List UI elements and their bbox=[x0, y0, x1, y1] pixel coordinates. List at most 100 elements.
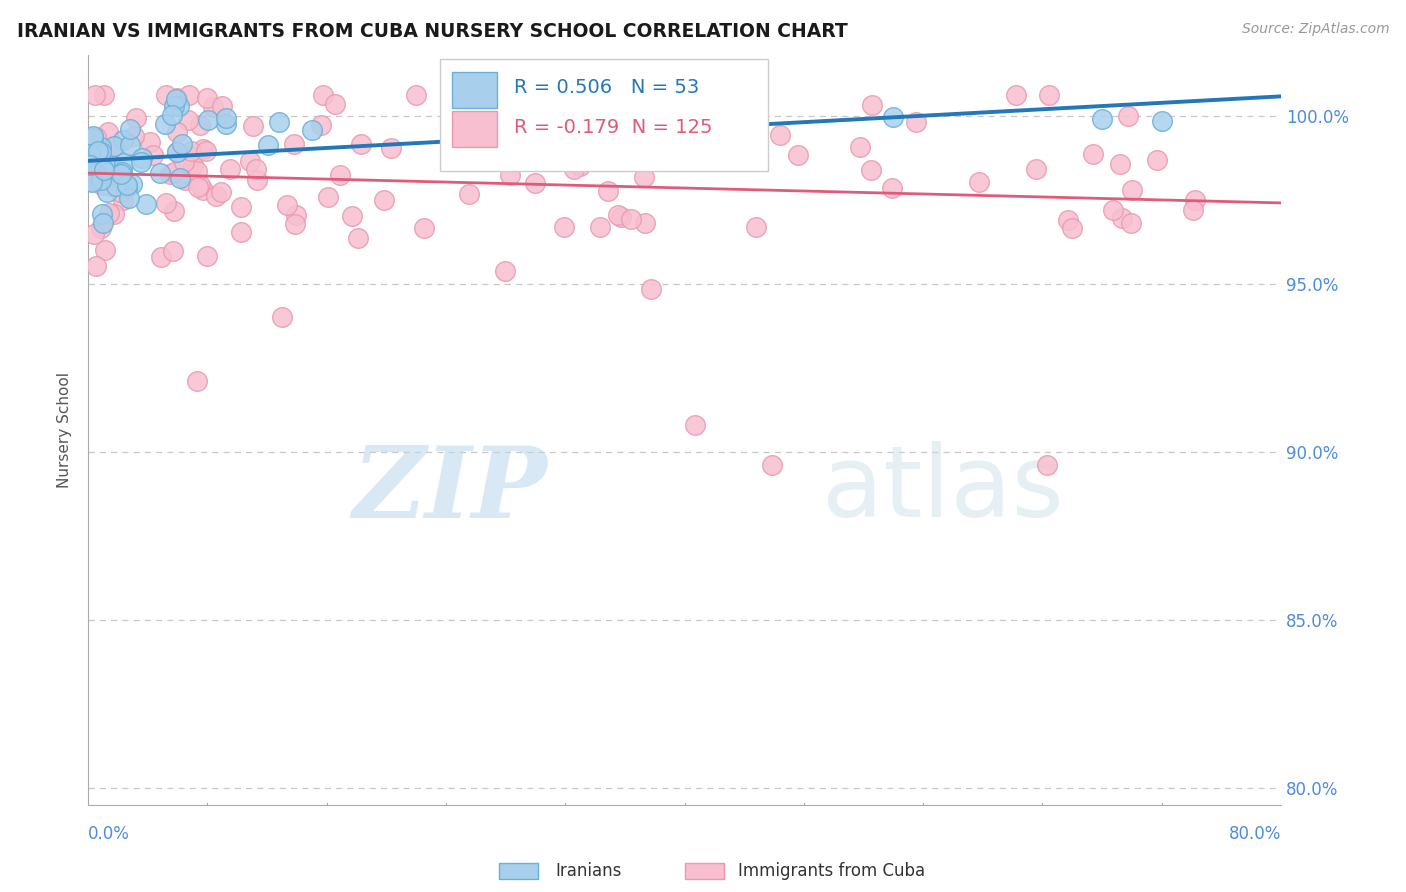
Point bbox=[94, 243, 117, 257]
Text: Source: ZipAtlas.com: Source: ZipAtlas.com bbox=[1241, 22, 1389, 37]
Point bbox=[562, 161, 585, 176]
Point bbox=[79, 157, 101, 171]
Point bbox=[967, 176, 990, 190]
Point bbox=[229, 200, 252, 214]
Point bbox=[201, 100, 224, 114]
Point bbox=[110, 167, 132, 181]
Point bbox=[135, 196, 157, 211]
FancyBboxPatch shape bbox=[451, 71, 498, 108]
Point bbox=[108, 186, 131, 200]
Text: R = 0.506   N = 53: R = 0.506 N = 53 bbox=[515, 78, 699, 97]
Point bbox=[166, 145, 188, 160]
Point bbox=[1005, 88, 1028, 103]
Text: 80.0%: 80.0% bbox=[1229, 825, 1281, 843]
Point bbox=[458, 187, 481, 202]
Point bbox=[413, 220, 436, 235]
Point bbox=[125, 112, 148, 126]
Point bbox=[619, 104, 641, 119]
Point bbox=[83, 227, 105, 242]
Point bbox=[246, 173, 269, 187]
Point bbox=[239, 153, 262, 168]
Point bbox=[181, 158, 204, 172]
Point bbox=[195, 144, 218, 158]
Point bbox=[91, 207, 114, 221]
Point bbox=[103, 138, 125, 153]
Point bbox=[219, 162, 242, 177]
Point bbox=[82, 137, 104, 152]
Point bbox=[301, 122, 323, 136]
Point bbox=[761, 458, 783, 473]
Point bbox=[162, 165, 184, 179]
Point bbox=[568, 160, 591, 174]
Point bbox=[100, 139, 122, 153]
Point bbox=[82, 131, 104, 145]
Point bbox=[166, 145, 188, 160]
Point bbox=[270, 310, 292, 325]
Point bbox=[1121, 183, 1143, 197]
Point bbox=[586, 141, 609, 155]
Point bbox=[267, 115, 290, 129]
Point bbox=[90, 140, 112, 154]
Point bbox=[316, 190, 339, 204]
Point bbox=[634, 216, 657, 230]
Point bbox=[131, 152, 153, 166]
Point bbox=[285, 208, 308, 222]
Point bbox=[1036, 458, 1059, 473]
Point bbox=[104, 179, 127, 194]
Point bbox=[112, 155, 135, 169]
Point bbox=[90, 145, 112, 159]
Point bbox=[176, 112, 198, 127]
Point bbox=[188, 118, 211, 132]
Point bbox=[87, 144, 110, 158]
Point bbox=[191, 183, 214, 197]
Point bbox=[84, 168, 107, 182]
Point bbox=[195, 91, 218, 105]
Point bbox=[211, 98, 233, 112]
Point bbox=[162, 108, 184, 122]
Point bbox=[93, 163, 115, 178]
Point bbox=[283, 136, 305, 151]
Point bbox=[284, 218, 307, 232]
Point bbox=[122, 129, 145, 144]
Point bbox=[193, 142, 215, 156]
Point bbox=[859, 163, 882, 178]
Point bbox=[607, 208, 630, 222]
Text: 0.0%: 0.0% bbox=[89, 825, 129, 843]
Text: atlas: atlas bbox=[821, 442, 1063, 539]
Point bbox=[523, 176, 546, 190]
Point bbox=[80, 164, 103, 178]
Point bbox=[174, 173, 197, 187]
Point bbox=[101, 162, 124, 177]
Point bbox=[1081, 147, 1104, 161]
Point bbox=[163, 204, 186, 219]
Point bbox=[257, 138, 280, 153]
Point bbox=[494, 263, 516, 277]
Point bbox=[1182, 202, 1205, 217]
Point bbox=[186, 374, 208, 388]
Point bbox=[637, 98, 659, 112]
Point bbox=[180, 150, 202, 164]
Point bbox=[149, 250, 172, 264]
Point bbox=[1060, 220, 1083, 235]
Point bbox=[112, 133, 135, 147]
Point bbox=[197, 113, 219, 128]
Point bbox=[115, 180, 138, 194]
Point bbox=[787, 148, 810, 162]
Point bbox=[745, 219, 768, 234]
Point bbox=[1111, 211, 1133, 226]
Point bbox=[90, 173, 112, 187]
Point bbox=[177, 88, 200, 103]
Point bbox=[1056, 212, 1078, 227]
Point bbox=[609, 211, 631, 225]
Point bbox=[380, 141, 402, 155]
Text: ZIP: ZIP bbox=[353, 442, 547, 538]
Text: IRANIAN VS IMMIGRANTS FROM CUBA NURSERY SCHOOL CORRELATION CHART: IRANIAN VS IMMIGRANTS FROM CUBA NURSERY … bbox=[17, 22, 848, 41]
Point bbox=[882, 181, 904, 195]
Point bbox=[96, 185, 118, 199]
Point bbox=[1038, 88, 1060, 103]
Point bbox=[118, 191, 141, 205]
Point bbox=[882, 111, 904, 125]
Point bbox=[115, 178, 138, 193]
Point bbox=[163, 99, 186, 113]
FancyBboxPatch shape bbox=[451, 112, 498, 147]
